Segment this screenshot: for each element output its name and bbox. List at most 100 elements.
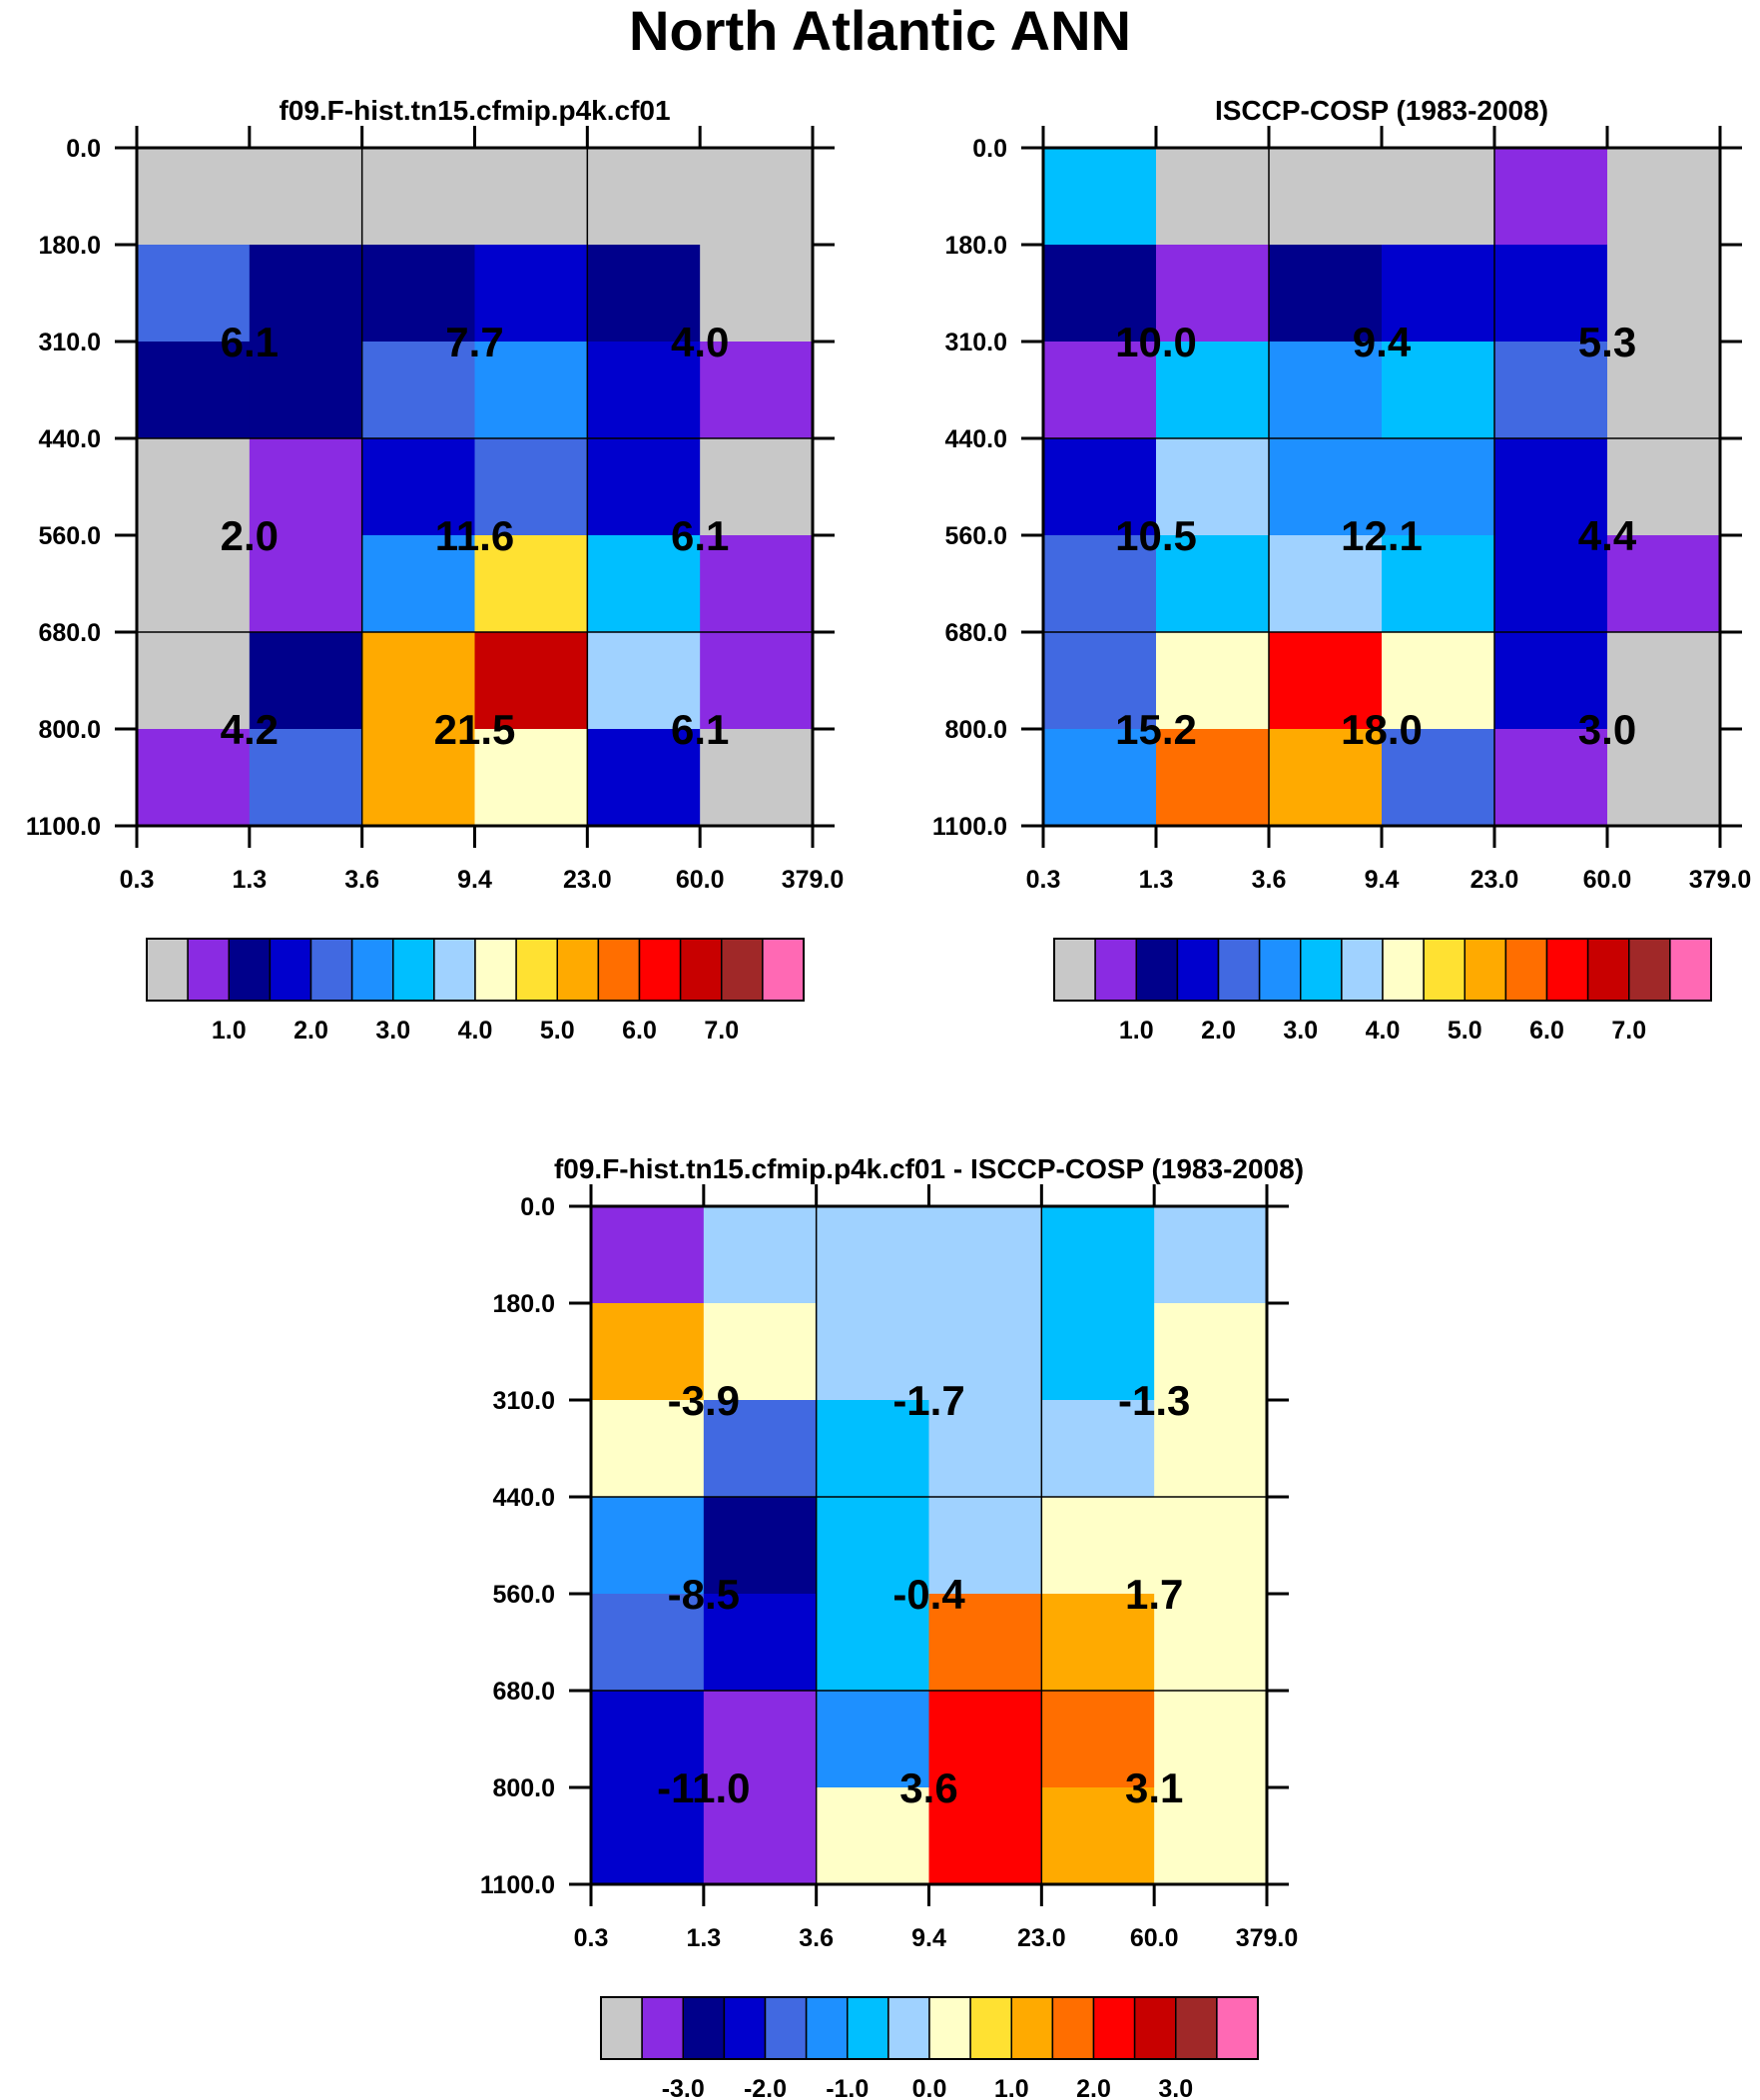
colorbar-swatch [1010, 1996, 1054, 2060]
colorbar-swatch [309, 938, 353, 1002]
colorbar-swatch [887, 1996, 930, 2060]
cell-value-label: -1.3 [1118, 1377, 1190, 1424]
colorbar-swatch [1053, 938, 1096, 1002]
cell-value-label: 3.1 [1125, 1764, 1183, 1811]
cell-value-label: 12.1 [1341, 512, 1423, 559]
y-tick-label: 800.0 [492, 1774, 555, 1802]
heatmap-cell [1607, 729, 1721, 827]
heatmap-cell [1607, 632, 1721, 730]
heatmap-cell [474, 342, 588, 439]
heatmap-cell [1043, 438, 1157, 536]
panel-observations: ISCCP-COSP (1983-2008) 0.0 180.0 310.0 440.0… [932, 95, 1751, 894]
heatmap-cell [591, 1691, 705, 1788]
colorbar-label: 1.0 [212, 1017, 247, 1045]
colorbar-swatch [392, 938, 435, 1002]
y-tick-label: 180.0 [492, 1290, 555, 1318]
y-tick-label: 1100.0 [480, 1871, 555, 1899]
heatmap-cell [249, 342, 363, 439]
y-tick-label: 560.0 [944, 522, 1007, 550]
colorbar-swatch [1341, 938, 1384, 1002]
heatmap-cell [1154, 1497, 1268, 1595]
colorbar-swatch [682, 1996, 726, 2060]
heatmap-cell [1382, 438, 1495, 536]
heatmap-cell [249, 632, 363, 730]
colorbar-swatch [641, 1996, 684, 2060]
heatmap-cell [361, 535, 476, 633]
colorbar-swatch [1504, 938, 1548, 1002]
heatmap-cell [1494, 148, 1608, 246]
colorbar-swatch [1628, 938, 1671, 1002]
cell-value-label: 3.6 [899, 1764, 957, 1811]
heatmap-cell [816, 1303, 930, 1401]
colorbar-swatch [1545, 938, 1589, 1002]
colorbar-label: 2.0 [1201, 1017, 1236, 1045]
y-tick-label: 310.0 [492, 1387, 555, 1415]
colorbar-swatch [556, 938, 600, 1002]
heatmap-cell [928, 1497, 1042, 1595]
cell-value-label: 10.0 [1115, 319, 1197, 365]
y-tick-label: 680.0 [492, 1678, 555, 1706]
colorbar-swatch [433, 938, 476, 1002]
heatmap-cell [587, 342, 701, 439]
heatmap-cell [591, 1497, 705, 1595]
cell-value-label: 18.0 [1341, 706, 1423, 753]
y-tick-label: 440.0 [38, 425, 101, 453]
heatmap-cell [1494, 245, 1608, 343]
heatmap-cell [1154, 1206, 1268, 1304]
heatmap-cell [1607, 438, 1721, 536]
panel-title: f09.F-hist.tn15.cfmip.p4k.cf01 - ISCCP-C… [554, 1153, 1304, 1184]
colorbar-swatch [762, 938, 805, 1002]
heatmap-cell [591, 1303, 705, 1401]
y-tick-label: 800.0 [944, 716, 1007, 744]
colorbar-frame [600, 1996, 1259, 2060]
heatmap-cell [591, 1594, 705, 1692]
heatmap-cell [361, 729, 476, 827]
heatmap-cell [474, 245, 588, 343]
heatmap-cell [1041, 1594, 1155, 1692]
y-tick-label: 180.0 [944, 232, 1007, 260]
heatmap-cell [1156, 342, 1270, 439]
colorbar-label: 6.0 [1529, 1017, 1564, 1045]
heatmap-cell [1154, 1787, 1268, 1885]
colorbar-label: 0.0 [912, 2075, 947, 2100]
cell-value-label: 4.0 [671, 319, 729, 365]
heatmap-cell [1043, 148, 1157, 246]
x-tick-label: 1.3 [1139, 866, 1174, 894]
y-tick-label: 680.0 [944, 619, 1007, 647]
heatmap-cell [249, 535, 363, 633]
heatmap-cell [700, 148, 814, 246]
cell-value-label: 2.0 [221, 512, 279, 559]
heatmap-cell [1382, 729, 1495, 827]
heatmap-cell [1382, 148, 1495, 246]
heatmap-cell [816, 1206, 930, 1304]
heatmap-cell [1043, 729, 1157, 827]
heatmap-cell [703, 1303, 818, 1401]
colorbar-swatch [723, 1996, 767, 2060]
heatmap-cell [1156, 148, 1270, 246]
x-tick-label: 0.3 [120, 866, 155, 894]
heatmap-cell [361, 342, 476, 439]
x-tick-label: 3.6 [344, 866, 379, 894]
panel-difference: f09.F-hist.tn15.cfmip.p4k.cf01 - ISCCP-C… [480, 1153, 1304, 1952]
colorbar-swatch [1092, 1996, 1136, 2060]
colorbar-swatch [515, 938, 558, 1002]
colorbar-swatch [350, 938, 394, 1002]
cell-value-label: -11.0 [657, 1764, 750, 1811]
heatmap-cell [816, 1691, 930, 1788]
heatmap-cell [1269, 342, 1383, 439]
heatmap-cell [361, 632, 476, 730]
panel-title: f09.F-hist.tn15.cfmip.p4k.cf01 [279, 95, 670, 126]
colorbar-swatch [805, 1996, 849, 2060]
heatmap-cell [591, 1400, 705, 1498]
heatmap-cell [1041, 1400, 1155, 1498]
heatmap-cell [816, 1400, 930, 1498]
colorbar-label: 5.0 [540, 1017, 575, 1045]
heatmap-cell [1041, 1303, 1155, 1401]
x-tick-label: 379.0 [1689, 866, 1752, 894]
heatmap-cell [1269, 438, 1383, 536]
cell-value-label: 6.1 [671, 706, 729, 753]
x-tick-label: 60.0 [1583, 866, 1632, 894]
x-tick-label: 379.0 [1236, 1924, 1299, 1952]
heatmap-cell [700, 342, 814, 439]
heatmap-cell [137, 632, 251, 730]
